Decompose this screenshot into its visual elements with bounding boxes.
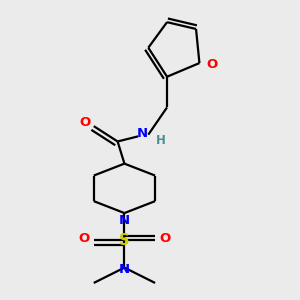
Text: N: N	[136, 127, 148, 140]
Text: N: N	[119, 214, 130, 227]
Text: O: O	[78, 232, 89, 245]
Text: H: H	[156, 134, 166, 147]
Text: O: O	[207, 58, 218, 71]
Text: O: O	[80, 116, 91, 128]
Text: N: N	[119, 263, 130, 276]
Text: S: S	[119, 233, 130, 248]
Text: O: O	[160, 232, 171, 245]
